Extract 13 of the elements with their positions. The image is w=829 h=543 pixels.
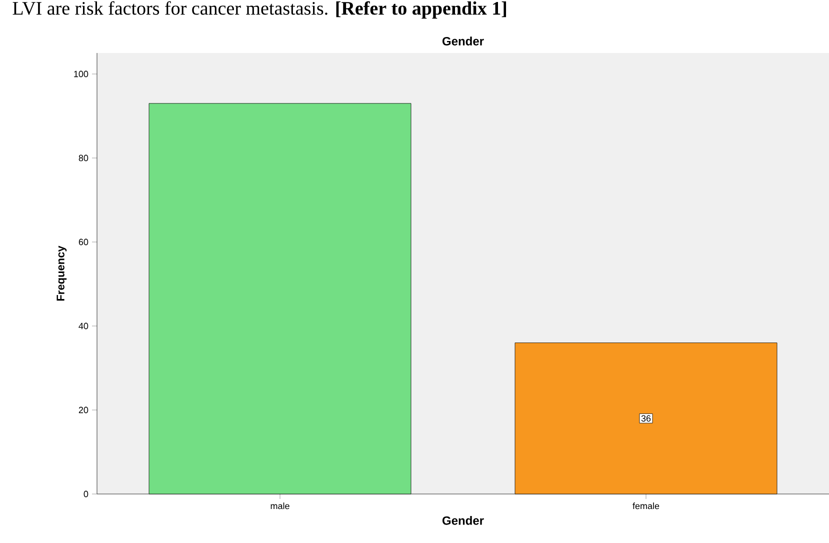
y-tick-label: 20 [78,406,88,414]
y-tick-label: 80 [78,154,88,162]
y-tick-label: 100 [74,70,88,78]
chart-title: Gender [442,36,484,46]
y-tick-label: 0 [84,490,88,498]
data-label: 36 [641,415,651,422]
x-tick-label: male [270,502,290,510]
text: LVI are risk factors for cancer metastasis. [Refer to appendix 1] [12,1,506,19]
y-tick-label: 40 [78,322,88,330]
x-axis-title: Gender [442,516,484,525]
x-tick-label: female [632,502,660,510]
y-axis-title: Frequency [56,246,67,301]
y-tick-label: 60 [78,238,88,246]
